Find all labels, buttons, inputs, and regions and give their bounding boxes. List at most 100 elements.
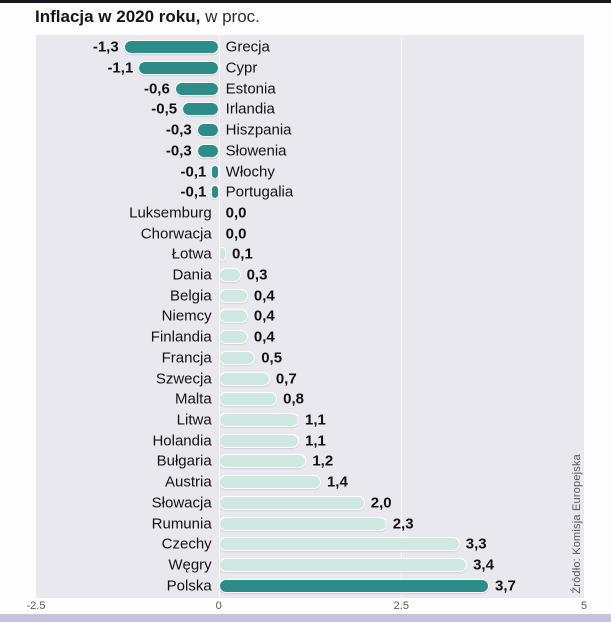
bar-row: 0,3 Dania	[36, 265, 584, 286]
value-label: 3,7	[495, 577, 516, 595]
bar-row: 3,4 Węgry	[36, 555, 584, 576]
value-label: -0,6	[143, 80, 170, 98]
country-label: Grecja	[225, 38, 270, 56]
bar	[218, 413, 300, 427]
bar	[174, 81, 219, 96]
country-label: Holandia	[152, 432, 212, 450]
value-label: 0,3	[246, 266, 268, 284]
country-label: Niemcy	[161, 307, 212, 325]
bar	[218, 537, 460, 552]
country-label: Estonia	[225, 80, 276, 98]
value-label: 1,1	[305, 432, 326, 450]
bar-row: 3,7 Polska	[36, 575, 584, 596]
bar-rows: -1,3 Grecja -1,1 Cypr -0,6 Estonia -0,5 Irlandi…	[36, 37, 584, 596]
bar	[218, 247, 226, 262]
bar	[218, 350, 256, 365]
bar	[218, 330, 248, 345]
bar-row: 0,8 Malta	[36, 389, 584, 410]
value-label: -0,5	[151, 100, 178, 118]
value-label: 1,2	[312, 452, 334, 470]
bar	[123, 40, 219, 55]
bar	[218, 578, 489, 593]
value-label: 1,1	[305, 411, 326, 429]
bar	[218, 268, 241, 283]
chart-title: Inflacja w 2020 roku, w proc.	[35, 7, 260, 27]
top-accent-line	[0, 0, 611, 3]
value-label: -0,1	[180, 183, 207, 201]
bar-row: -0,6 Estonia	[36, 78, 584, 99]
value-label: 3,3	[465, 535, 487, 553]
bar-row: 0,4 Niemcy	[36, 306, 584, 327]
country-label: Słowenia	[225, 142, 287, 160]
value-label: -0,3	[165, 121, 192, 139]
bar-row: -1,3 Grecja	[36, 37, 584, 58]
country-label: Dania	[172, 266, 212, 284]
bar-row: 0,1 Łotwa	[36, 244, 584, 265]
country-label: Węgry	[168, 556, 212, 574]
bar-row: 0,0 Luksemburg	[36, 203, 584, 224]
bar	[138, 61, 219, 76]
value-label: 3,4	[473, 556, 494, 574]
value-label: 0,8	[283, 390, 304, 408]
bar-row: 2,3 Rumunia	[36, 513, 584, 534]
bar	[218, 371, 270, 386]
bar-row: -0,3 Hiszpania	[36, 120, 584, 141]
x-tick-label: -2.5	[26, 600, 46, 612]
bar	[218, 495, 365, 510]
country-label: Włochy	[225, 163, 275, 181]
country-label: Irlandia	[225, 100, 275, 118]
value-label: 0,1	[231, 245, 253, 263]
bar-row: 0,4 Finlandia	[36, 327, 584, 348]
bar-row: 0,7 Szwecja	[36, 368, 584, 389]
country-label: Litwa	[176, 411, 212, 429]
bar-row: -1,1 Cypr	[36, 58, 584, 79]
value-label: -1,3	[92, 38, 119, 56]
bar	[218, 392, 278, 407]
bar-row: -0,1 Włochy	[36, 161, 584, 182]
country-label: Chorwacja	[140, 225, 212, 243]
bar-row: 0,0 Chorwacja	[36, 223, 584, 244]
x-tick-label: 5	[580, 600, 588, 612]
bar	[196, 143, 219, 158]
bar	[196, 123, 219, 138]
plot-area: -1,3 Grecja -1,1 Cypr -0,6 Estonia -0,5 Irlandi…	[36, 35, 584, 598]
country-label: Łotwa	[171, 245, 212, 263]
country-label: Malta	[174, 390, 212, 408]
country-label: Bułgaria	[156, 452, 212, 470]
value-label: 0,4	[253, 287, 275, 305]
value-label: 2,3	[392, 515, 414, 533]
bar-row: 2,0 Słowacja	[36, 492, 584, 513]
chart-title-bold: Inflacja w 2020 roku,	[35, 7, 201, 26]
source-note: Źródło: Komisja Europejska	[571, 454, 583, 594]
bottom-accent-strip	[0, 614, 611, 622]
value-label: 0,0	[225, 204, 247, 222]
country-label: Finlandia	[150, 328, 212, 346]
value-label: 0,4	[253, 328, 275, 346]
value-label: 2,0	[370, 494, 392, 512]
bar-row: 0,4 Belgia	[36, 285, 584, 306]
bar	[182, 102, 219, 117]
country-label: Szwecja	[155, 370, 212, 388]
country-label: Polska	[166, 577, 212, 595]
bar	[218, 454, 307, 469]
bar	[218, 475, 321, 490]
value-label: -1,1	[107, 59, 134, 77]
bar	[218, 557, 468, 572]
value-label: 1,4	[326, 473, 348, 491]
bar-row: 1,4 Austria	[36, 472, 584, 493]
value-label: -0,3	[165, 142, 192, 160]
gridline	[401, 35, 403, 598]
country-label: Portugalia	[225, 183, 294, 201]
value-label: 0,5	[261, 349, 283, 367]
country-label: Austria	[164, 473, 212, 491]
country-label: Słowacja	[151, 494, 212, 512]
country-label: Rumunia	[151, 515, 212, 533]
bar-row: -0,3 Słowenia	[36, 141, 584, 162]
bar	[218, 288, 248, 303]
value-label: 0,4	[253, 307, 275, 325]
value-label: 0,0	[225, 225, 247, 243]
bar-row: 3,3 Czechy	[36, 534, 584, 555]
bar-row: 0,5 Francja	[36, 348, 584, 369]
x-tick-label: 2.5	[393, 600, 409, 612]
